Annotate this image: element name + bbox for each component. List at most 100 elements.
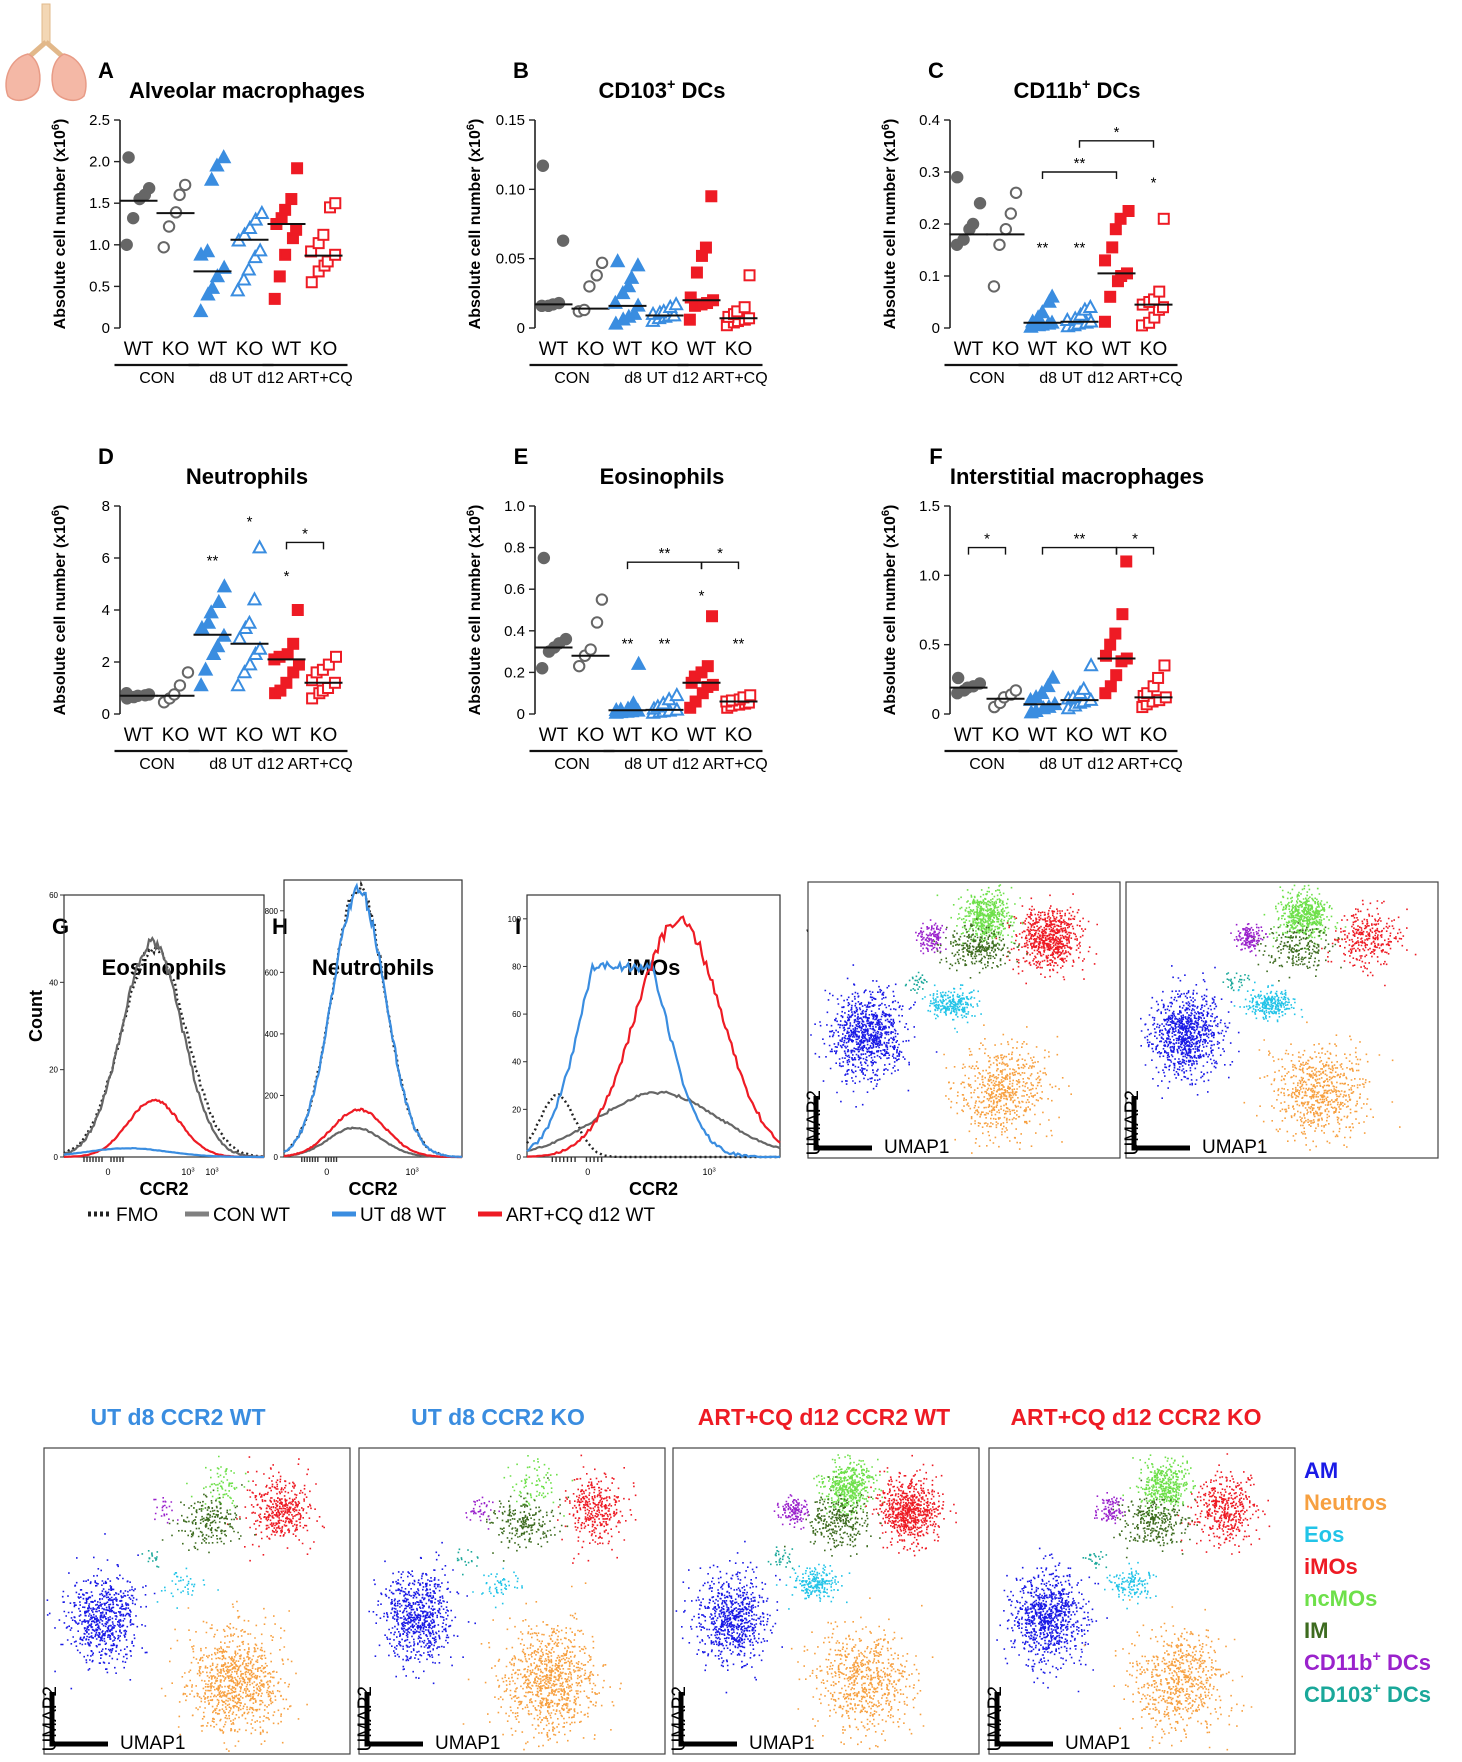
- chart-title: Neutrophils: [312, 955, 434, 980]
- umap-cluster-points: [156, 1567, 219, 1609]
- treatment-label: d8 UT: [624, 370, 668, 387]
- data-point: [1157, 301, 1170, 314]
- y-tick-label: 0.3: [919, 164, 940, 181]
- treatment-label: d8 UT: [1039, 370, 1083, 387]
- y-axis-label-close: ): [467, 505, 484, 510]
- data-point: [287, 637, 300, 650]
- data-point: [242, 656, 258, 671]
- data-point: [744, 689, 757, 702]
- data-point: [291, 162, 304, 175]
- x-group-label: WT: [613, 725, 643, 746]
- umap-cluster-points: [1263, 884, 1347, 950]
- histogram-curve: [63, 1146, 264, 1159]
- significance-bracket: [1115, 546, 1155, 555]
- y-tick-label: 2: [102, 654, 110, 671]
- x-tick-label-base: 0: [324, 1167, 329, 1177]
- x-tick-label-base: 0: [585, 1167, 590, 1177]
- umap-scale-bar: [49, 1692, 108, 1747]
- y-tick-label: 6: [102, 550, 110, 567]
- umap-cluster-points: [153, 1497, 179, 1524]
- legend-label: ART+CQ d12 WT: [506, 1205, 655, 1226]
- data-point: [168, 688, 181, 701]
- significance-star: **: [622, 635, 634, 652]
- y-tick-label: 1.5: [919, 498, 940, 515]
- umap-title: ART+CQ d12 CCR2 KO: [1010, 1404, 1261, 1430]
- data-point: [210, 638, 226, 653]
- treatment-label: CON: [554, 756, 590, 773]
- umap-cluster-points: [810, 964, 938, 1108]
- data-point: [552, 296, 566, 310]
- y-tick-label: 400: [265, 1030, 279, 1039]
- umap-title: UT d8 CCR2 KO: [411, 1404, 585, 1430]
- data-point: [1106, 241, 1119, 254]
- legend-label: CON WT: [213, 1205, 290, 1226]
- y-axis-label-exp: 6: [465, 124, 477, 130]
- umap-y-label: UMAP2: [669, 1686, 690, 1751]
- data-point: [181, 666, 195, 679]
- legend-label: AM: [1304, 1458, 1338, 1483]
- data-point: [273, 270, 286, 283]
- umap-cluster-points: [773, 1494, 809, 1530]
- x-group-label: WT: [613, 339, 643, 360]
- data-point: [200, 614, 217, 629]
- significance-bracket: [1078, 140, 1155, 148]
- plot-frame: [283, 879, 463, 1158]
- y-tick-label: 0.4: [919, 112, 940, 129]
- umap-y-label: UMAP2: [1122, 1090, 1143, 1155]
- data-point: [625, 695, 642, 710]
- chart-title-base: CD103: [599, 78, 667, 103]
- umap-cluster-points: [915, 919, 947, 955]
- y-tick-label: 2.0: [89, 154, 110, 171]
- data-point: [1114, 212, 1127, 225]
- data-point: [1040, 677, 1056, 693]
- y-tick-label: 200: [265, 1091, 279, 1100]
- data-point: [951, 671, 965, 685]
- histogram-curve: [526, 959, 781, 1159]
- data-point: [683, 313, 696, 326]
- chart-title-rest: DCs: [1090, 78, 1140, 103]
- y-axis-label-close: ): [882, 119, 899, 124]
- data-point: [120, 687, 133, 700]
- y-axis-label-close: ): [52, 505, 69, 510]
- data-point: [247, 248, 263, 264]
- chart-title: Eosinophils: [600, 464, 725, 489]
- legend-item: UT d8 WT: [332, 1205, 447, 1226]
- panel-letter: F: [929, 444, 942, 469]
- histogram-curve: [525, 1093, 780, 1159]
- panel-letter: B: [513, 58, 529, 83]
- data-point: [230, 282, 246, 297]
- x-group-label: KO: [236, 725, 263, 746]
- y-tick-label: 0.8: [504, 540, 525, 557]
- y-tick-label: 8: [102, 498, 110, 515]
- superscript: +: [1372, 1681, 1380, 1697]
- significance-bracket: [285, 541, 325, 550]
- y-tick-label: 0.2: [504, 664, 525, 681]
- data-point: [556, 234, 570, 247]
- x-tick-label: 0: [324, 1167, 329, 1177]
- y-axis-label: Absolute cell number (x106): [880, 505, 899, 716]
- significance-bracket: [1041, 546, 1118, 555]
- treatment-label: CON: [139, 756, 175, 773]
- panel-letter: H: [272, 914, 288, 939]
- data-point: [1098, 315, 1111, 328]
- y-axis-label-base: Absolute cell number (x10: [882, 130, 899, 329]
- chart-title: Alveolar macrophages: [129, 78, 365, 103]
- umap-x-label: UMAP1: [1065, 1733, 1130, 1754]
- umap-x-label: UMAP1: [435, 1733, 500, 1754]
- x-group-label: KO: [992, 725, 1019, 746]
- significance-star: **: [659, 545, 671, 562]
- y-tick-label: 0.4: [504, 623, 525, 640]
- legend-label-base: CD103: [1304, 1682, 1372, 1707]
- treatment-label: d12 ART+CQ: [1087, 756, 1182, 773]
- y-tick-label: 2.5: [89, 112, 110, 129]
- data-point: [626, 305, 643, 320]
- data-point: [279, 248, 292, 261]
- data-point: [578, 303, 591, 317]
- significance-star: **: [1074, 239, 1086, 256]
- significance-star: **: [207, 553, 219, 570]
- data-point: [590, 616, 604, 629]
- y-tick-label: 1.0: [504, 498, 525, 515]
- data-point: [241, 614, 258, 629]
- histogram-panel-h: H Neutrophils 0 200 400 600 800 0 103 CCR2: [265, 879, 463, 1199]
